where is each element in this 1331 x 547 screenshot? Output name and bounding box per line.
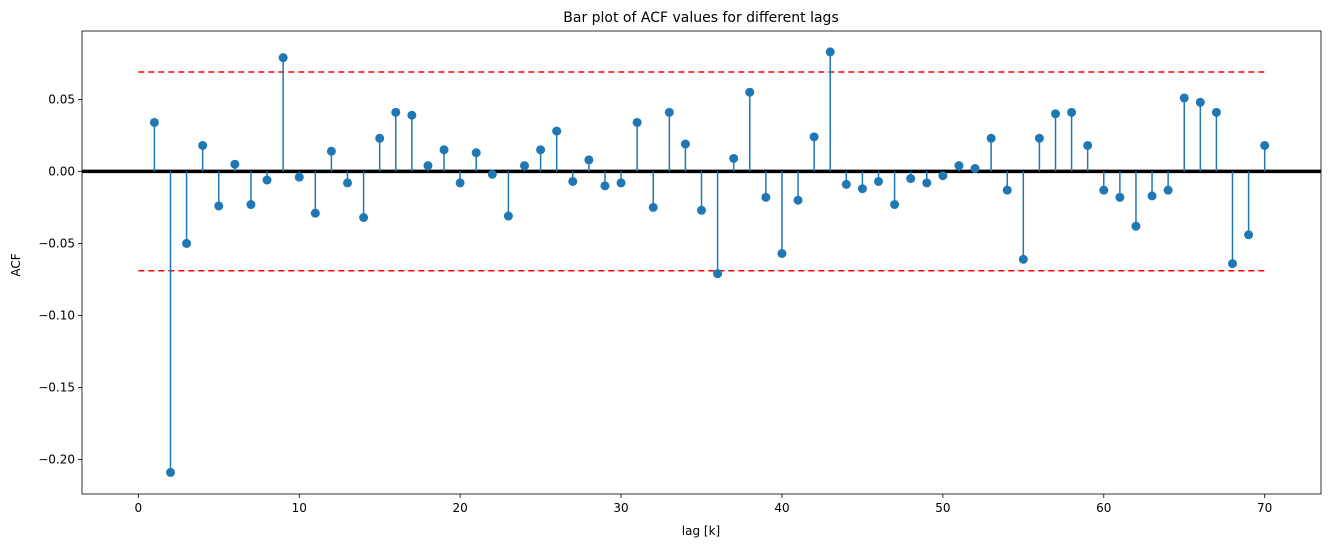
stem-marker xyxy=(616,178,626,188)
y-axis: −0.20 −0.15 −0.10 −0.05 0.00 0.05 xyxy=(38,92,82,466)
stem-marker xyxy=(1179,93,1189,103)
stem-marker xyxy=(584,155,594,165)
x-tick-label: 10 xyxy=(292,501,307,515)
x-tick-label: 60 xyxy=(1096,501,1111,515)
stem-marker xyxy=(520,161,529,171)
stem-marker xyxy=(552,126,562,136)
stem-marker xyxy=(1163,185,1173,195)
stem-marker xyxy=(954,161,964,171)
stem-marker xyxy=(326,146,336,156)
stem-marker xyxy=(471,148,481,158)
stem-marker xyxy=(503,211,513,221)
stem-marker xyxy=(841,179,851,189)
y-tick-label: −0.15 xyxy=(38,380,75,394)
stem-marker xyxy=(343,178,352,188)
stem-marker xyxy=(1018,254,1028,264)
stem-marker xyxy=(664,107,674,117)
stem-marker xyxy=(1034,133,1044,143)
x-tick-label: 20 xyxy=(452,501,467,515)
stem-marker xyxy=(230,159,240,169)
stem-marker xyxy=(697,205,706,215)
x-tick-label: 70 xyxy=(1257,501,1272,515)
stem-marker xyxy=(246,200,256,210)
stem-marker xyxy=(809,132,819,142)
stem-marker xyxy=(1211,107,1221,117)
stem-marker xyxy=(1131,221,1141,231)
stem-marker xyxy=(1115,192,1125,202)
stem-marker xyxy=(1099,185,1109,195)
y-tick-label: −0.05 xyxy=(38,236,75,250)
stem-marker xyxy=(1244,230,1254,240)
x-axis-label: lag [k] xyxy=(682,524,720,538)
x-tick-label: 0 xyxy=(134,501,142,515)
stem-marker xyxy=(825,47,835,57)
stem-marker xyxy=(970,164,980,174)
stem-marker xyxy=(1147,191,1157,201)
x-tick-label: 50 xyxy=(935,501,950,515)
stem-marker xyxy=(729,153,739,163)
stem-marker xyxy=(1260,140,1270,150)
stem-marker xyxy=(857,184,867,194)
stem-marker xyxy=(407,110,417,120)
stem-marker xyxy=(986,133,996,143)
stem-marker xyxy=(1195,97,1205,107)
stem-marker xyxy=(1067,107,1077,117)
y-tick-label: 0.00 xyxy=(48,164,75,178)
x-tick-label: 30 xyxy=(613,501,628,515)
plot-area xyxy=(81,30,1322,495)
stem-marker xyxy=(761,192,771,202)
stem-marker xyxy=(793,195,803,205)
stem-marker xyxy=(745,87,755,97)
stem-marker xyxy=(278,53,288,63)
plot-frame xyxy=(81,30,1322,495)
stem-marker xyxy=(1051,109,1060,119)
stem-marker xyxy=(455,178,465,188)
stem-marker xyxy=(938,171,948,181)
stem-marker xyxy=(1228,259,1237,269)
stem-marker xyxy=(600,181,610,191)
stem-marker xyxy=(391,107,401,117)
x-tick-label: 40 xyxy=(774,501,789,515)
y-tick-label: 0.05 xyxy=(48,92,75,106)
stem-marker xyxy=(294,172,304,182)
x-axis: 0 10 20 30 40 50 60 70 xyxy=(134,494,1272,515)
stem-marker xyxy=(439,145,449,155)
stem-marker xyxy=(487,169,497,179)
chart-title: Bar plot of ACF values for different lag… xyxy=(563,10,838,26)
stem-marker xyxy=(149,117,159,127)
stem-marker xyxy=(648,202,658,212)
stem-marker xyxy=(182,238,192,248)
stem-marker xyxy=(536,145,546,155)
stem-marker xyxy=(777,248,787,258)
stem-marker xyxy=(198,140,208,150)
stem-marker xyxy=(906,174,916,184)
y-axis-label: ACF xyxy=(9,253,23,276)
stem-marker xyxy=(922,178,932,188)
stem-marker xyxy=(632,117,642,127)
stem-marker xyxy=(359,212,369,222)
y-tick-label: −0.10 xyxy=(38,308,75,322)
stem-marker xyxy=(262,175,272,185)
stem-marker xyxy=(423,161,433,171)
stem-marker xyxy=(680,139,690,149)
stem-marker xyxy=(166,467,175,477)
stem-marker xyxy=(1083,140,1093,150)
stem-marker xyxy=(375,133,385,143)
stem-marker xyxy=(568,176,578,186)
stem-marker xyxy=(1002,185,1012,195)
stem-marker xyxy=(890,200,900,210)
stem-marker xyxy=(310,208,320,218)
stem-marker xyxy=(214,201,224,211)
stem-marker xyxy=(874,176,883,186)
stem-marker xyxy=(713,269,723,279)
y-tick-label: −0.20 xyxy=(38,452,75,466)
